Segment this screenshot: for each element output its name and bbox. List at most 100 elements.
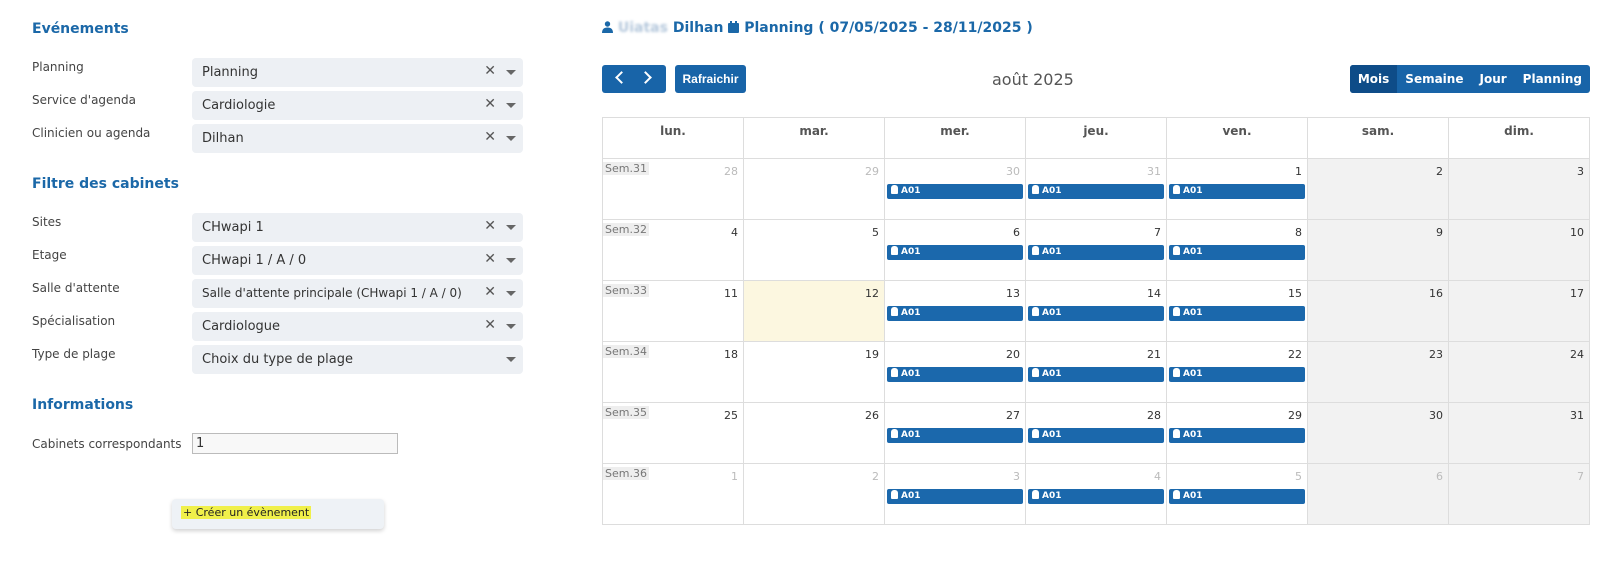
chevron-down-icon[interactable]: [506, 258, 516, 263]
clear-icon[interactable]: ✕: [484, 218, 496, 234]
day-cell[interactable]: 9: [1308, 220, 1449, 281]
chevron-down-icon[interactable]: [506, 357, 516, 362]
day-number[interactable]: 13: [1006, 287, 1020, 300]
calendar-event[interactable]: A01: [887, 184, 1023, 199]
day-cell[interactable]: Sem.33 11: [603, 281, 744, 342]
refresh-button[interactable]: Rafraichir: [675, 65, 746, 93]
day-number[interactable]: 19: [865, 348, 879, 361]
calendar-event[interactable]: A01: [887, 428, 1023, 443]
week-number[interactable]: Sem.32: [603, 223, 649, 236]
calendar-event[interactable]: A01: [1028, 489, 1164, 504]
day-number[interactable]: 10: [1570, 226, 1584, 239]
view-planning-button[interactable]: Planning: [1522, 72, 1582, 86]
chevron-down-icon[interactable]: [506, 103, 516, 108]
chevron-down-icon[interactable]: [506, 225, 516, 230]
day-cell[interactable]: 5: [744, 220, 885, 281]
day-cell[interactable]: 17: [1449, 281, 1590, 342]
day-number[interactable]: 26: [865, 409, 879, 422]
day-number[interactable]: 30: [1429, 409, 1443, 422]
calendar-event[interactable]: A01: [887, 489, 1023, 504]
day-cell[interactable]: 4 A01: [1026, 464, 1167, 525]
day-number[interactable]: 15: [1288, 287, 1302, 300]
day-cell[interactable]: 14 A01: [1026, 281, 1167, 342]
calendar-event[interactable]: A01: [887, 306, 1023, 321]
view-week-button[interactable]: Semaine: [1405, 72, 1464, 86]
day-cell[interactable]: 27 A01: [885, 403, 1026, 464]
day-number[interactable]: 21: [1147, 348, 1161, 361]
day-cell[interactable]: Sem.34 18: [603, 342, 744, 403]
day-cell[interactable]: 10: [1449, 220, 1590, 281]
day-number[interactable]: 20: [1006, 348, 1020, 361]
day-number[interactable]: 8: [1295, 226, 1302, 239]
day-cell[interactable]: Sem.31 28: [603, 159, 744, 220]
day-cell[interactable]: 22 A01: [1167, 342, 1308, 403]
day-cell[interactable]: 30: [1308, 403, 1449, 464]
calendar-event[interactable]: A01: [1169, 367, 1305, 382]
day-number[interactable]: 1: [731, 470, 738, 483]
specialization-select[interactable]: Cardiologue ✕: [192, 312, 523, 341]
day-number[interactable]: 2: [1436, 165, 1443, 178]
week-number[interactable]: Sem.35: [603, 406, 649, 419]
calendar-event[interactable]: A01: [1028, 428, 1164, 443]
day-cell[interactable]: 7: [1449, 464, 1590, 525]
day-cell[interactable]: Sem.36 1: [603, 464, 744, 525]
calendar-event[interactable]: A01: [1169, 489, 1305, 504]
calendar-event[interactable]: A01: [1028, 367, 1164, 382]
clear-icon[interactable]: ✕: [484, 96, 496, 112]
day-cell[interactable]: 6 A01: [885, 220, 1026, 281]
waiting-room-select[interactable]: Salle d'attente principale (CHwapi 1 / A…: [192, 279, 523, 308]
day-cell[interactable]: 28 A01: [1026, 403, 1167, 464]
calendar-event[interactable]: A01: [1028, 184, 1164, 199]
day-number[interactable]: 6: [1013, 226, 1020, 239]
day-number[interactable]: 28: [724, 165, 738, 178]
calendar-event[interactable]: A01: [1169, 245, 1305, 260]
cabinets-input[interactable]: 1: [192, 433, 398, 454]
day-cell[interactable]: 7 A01: [1026, 220, 1167, 281]
day-cell[interactable]: 1 A01: [1167, 159, 1308, 220]
day-number[interactable]: 4: [1154, 470, 1161, 483]
day-cell[interactable]: 29: [744, 159, 885, 220]
day-cell[interactable]: 6: [1308, 464, 1449, 525]
service-select[interactable]: Cardiologie ✕: [192, 91, 523, 120]
clear-icon[interactable]: ✕: [484, 284, 496, 300]
day-number[interactable]: 3: [1013, 470, 1020, 483]
day-number[interactable]: 3: [1577, 165, 1584, 178]
day-number[interactable]: 31: [1570, 409, 1584, 422]
calendar-event[interactable]: A01: [1028, 245, 1164, 260]
day-number[interactable]: 7: [1154, 226, 1161, 239]
day-number[interactable]: 28: [1147, 409, 1161, 422]
day-cell[interactable]: 2: [744, 464, 885, 525]
day-cell[interactable]: 15 A01: [1167, 281, 1308, 342]
day-number[interactable]: 9: [1436, 226, 1443, 239]
view-day-button[interactable]: Jour: [1479, 72, 1507, 86]
chevron-down-icon[interactable]: [506, 324, 516, 329]
day-number[interactable]: 25: [724, 409, 738, 422]
day-number[interactable]: 17: [1570, 287, 1584, 300]
calendar-event[interactable]: A01: [1169, 428, 1305, 443]
day-number[interactable]: 30: [1006, 165, 1020, 178]
day-number[interactable]: 5: [872, 226, 879, 239]
calendar-event[interactable]: A01: [1028, 306, 1164, 321]
day-number[interactable]: 24: [1570, 348, 1584, 361]
day-number[interactable]: 29: [865, 165, 879, 178]
day-number[interactable]: 2: [872, 470, 879, 483]
day-number[interactable]: 18: [724, 348, 738, 361]
floor-select[interactable]: CHwapi 1 / A / 0 ✕: [192, 246, 523, 275]
week-number[interactable]: Sem.36: [603, 467, 649, 480]
week-number[interactable]: Sem.34: [603, 345, 649, 358]
day-cell[interactable]: 8 A01: [1167, 220, 1308, 281]
day-number[interactable]: 5: [1295, 470, 1302, 483]
week-number[interactable]: Sem.31: [603, 162, 649, 175]
day-cell[interactable]: 23: [1308, 342, 1449, 403]
sites-select[interactable]: CHwapi 1 ✕: [192, 213, 523, 242]
chevron-left-icon[interactable]: [615, 71, 628, 84]
clear-icon[interactable]: ✕: [484, 129, 496, 145]
day-number[interactable]: 31: [1147, 165, 1161, 178]
day-number[interactable]: 7: [1577, 470, 1584, 483]
day-cell[interactable]: 3 A01: [885, 464, 1026, 525]
day-cell[interactable]: 19: [744, 342, 885, 403]
day-cell[interactable]: 12: [744, 281, 885, 342]
day-number[interactable]: 22: [1288, 348, 1302, 361]
day-cell[interactable]: 30 A01: [885, 159, 1026, 220]
day-number[interactable]: 11: [724, 287, 738, 300]
